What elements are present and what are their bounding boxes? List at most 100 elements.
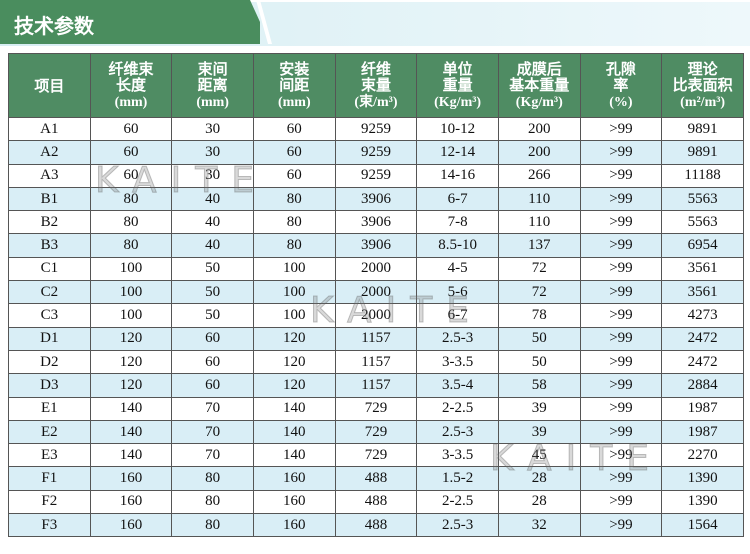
cell: 140 [252,443,336,468]
cell: 80 [252,210,336,235]
cell: 50 [171,256,254,282]
cell: >99 [579,513,663,538]
header-line: 间距 [279,75,310,94]
table-row: E1 140 70 140 729 2-2.5 39 >99 1987 [8,396,744,421]
cell: 1157 [334,349,418,375]
cell: 729 [334,396,418,421]
cell: 50 [171,280,254,305]
cell: C2 [8,280,91,305]
header-line: 纤维 [360,59,391,78]
header-line: (Kg/m³) [515,94,563,110]
cell: 60 [171,373,254,398]
cell: 80 [171,466,254,491]
cell: 60 [252,140,336,165]
table-row: F3 160 80 160 488 2.5-3 32 >99 1564 [8,513,744,538]
cell: 4-5 [416,256,499,282]
cell: 40 [171,210,254,235]
cell: 28 [497,489,581,515]
cell: 100 [89,280,173,305]
column-header: 理论 比表面积 (m²/m³) [661,53,744,118]
cell: >99 [579,186,663,212]
cell: >99 [579,233,663,258]
watermark: KAITE [490,438,663,480]
cell: 39 [497,396,581,421]
cell: 80 [89,210,173,235]
cell: E1 [8,396,91,421]
cell: 8.5-10 [416,233,499,258]
cell: 72 [497,280,581,305]
cell: 80 [252,233,336,258]
cell: 120 [89,373,173,398]
header-line: 束间 [197,59,228,78]
table-row: A1 60 30 60 9259 10-12 200 >99 9891 [8,116,744,142]
cell: 1390 [661,489,744,515]
cell: 28 [497,466,581,491]
cell: 200 [497,140,581,165]
header-line: 基本重量 [509,75,570,94]
cell: A2 [8,140,91,165]
cell: >99 [579,326,663,351]
cell: 80 [89,233,173,258]
header-line: (mm) [277,94,311,110]
cell: 14-16 [416,163,499,188]
cell: 120 [89,326,173,351]
cell: 488 [334,466,418,491]
cell: >99 [579,163,663,188]
cell: >99 [579,256,663,282]
table-row: B3 80 40 80 3906 8.5-10 137 >99 6954 [8,233,744,258]
table-row: D3 120 60 120 1157 3.5-4 58 >99 2884 [8,373,744,398]
cell: 80 [171,489,254,515]
header-line: 重量 [442,75,473,94]
column-header: 安装 间距 (mm) [252,53,336,118]
table-row: C2 100 50 100 2000 5-6 72 >99 3561 [8,280,744,305]
cell: C3 [8,303,91,328]
cell: 72 [497,256,581,282]
cell: 100 [89,256,173,282]
cell: 120 [252,373,336,398]
header-line: (Kg/m³) [434,94,482,110]
header-line: 孔隙 [605,59,636,78]
cell: 6-7 [416,186,499,212]
cell: 2.5-3 [416,419,499,445]
header-line: 率 [613,75,629,94]
cell: D2 [8,349,91,375]
title: 技术参数 [14,14,94,38]
cell: 45 [497,443,581,468]
cell: 140 [252,396,336,421]
cell: 120 [252,349,336,375]
cell: F1 [8,466,91,491]
column-header: 单位 重量 (Kg/m³) [416,53,499,118]
cell: 2000 [334,280,418,305]
cell: >99 [579,489,663,515]
cell: 60 [252,116,336,142]
cell: 140 [89,443,173,468]
cell: 39 [497,419,581,445]
header-line: 束量 [360,75,391,94]
header-line: (mm) [196,94,229,110]
cell: D3 [8,373,91,398]
cell: 3906 [334,233,418,258]
column-header: 成膜后 基本重量 (Kg/m³) [497,53,581,118]
column-header: 孔隙率 (%) [579,53,663,118]
table-row: F2 160 80 160 488 2-2.5 28 >99 1390 [8,489,744,515]
header-line: 比表面积 [672,75,733,94]
cell: 160 [252,466,336,491]
table-row: C1 100 50 100 2000 4-5 72 >99 3561 [8,256,744,282]
cell: 100 [252,303,336,328]
cell: 5-6 [416,280,499,305]
column-header: 纤维束 长度 (mm) [89,53,173,118]
cell: 3561 [661,280,744,305]
header-line: 安装 [279,59,310,78]
cell: 60 [171,326,254,351]
header-line: 项目 [34,76,65,95]
header-line: (mm) [114,94,148,110]
cell: 4273 [661,303,744,328]
table-row: F1 160 80 160 488 1.5-2 28 >99 1390 [8,466,744,491]
title-tab [0,0,260,44]
cell: F3 [8,513,91,538]
cell: 2-2.5 [416,489,499,515]
cell: 100 [89,303,173,328]
cell: 70 [171,396,254,421]
cell: A3 [8,163,91,188]
cell: 70 [171,443,254,468]
